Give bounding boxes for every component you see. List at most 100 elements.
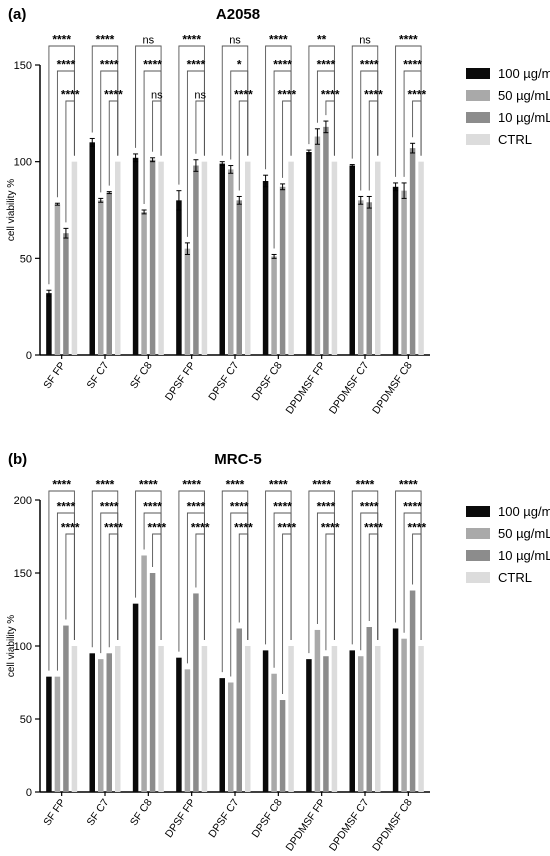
significance-bracket xyxy=(412,533,422,640)
legend-swatch xyxy=(466,572,490,583)
bar xyxy=(401,638,407,792)
x-tick-label: DPSF FP xyxy=(163,360,198,403)
x-tick-label: DPDMSF C8 xyxy=(370,797,415,854)
x-tick-label: DPDMSF FP xyxy=(283,360,328,417)
legend-swatch xyxy=(466,68,490,79)
significance-label: **** xyxy=(230,500,249,514)
bar xyxy=(132,157,139,355)
bar xyxy=(106,192,112,355)
legend-label: 50 µg/mL xyxy=(498,88,550,103)
bar xyxy=(141,211,147,355)
legend-label: CTRL xyxy=(498,570,532,585)
bar xyxy=(176,657,182,792)
significance-label: **** xyxy=(360,58,379,72)
significance-label: **** xyxy=(403,500,422,514)
bar xyxy=(201,646,208,792)
bar xyxy=(306,152,312,355)
significance-label: **** xyxy=(399,478,418,492)
significance-label: **** xyxy=(61,521,80,535)
legend-label: 10 µg/mL xyxy=(498,110,550,125)
significance-bracket xyxy=(48,490,75,671)
x-tick-label: DPSF C7 xyxy=(206,797,241,840)
bar xyxy=(279,700,286,792)
significance-label: **** xyxy=(61,88,80,102)
significance-label: **** xyxy=(269,478,288,492)
significance-bracket xyxy=(325,533,335,651)
bar xyxy=(98,659,104,792)
bar xyxy=(306,659,312,792)
legend-swatch xyxy=(466,134,490,145)
x-tick-label: DPDMSF C8 xyxy=(370,360,415,417)
significance-label: **** xyxy=(187,58,206,72)
significance-label: **** xyxy=(96,478,115,492)
significance-label: **** xyxy=(96,33,115,47)
bar xyxy=(63,233,69,355)
bar xyxy=(236,200,242,355)
significance-bracket xyxy=(368,100,379,191)
significance-label: **** xyxy=(312,478,331,492)
bar xyxy=(271,673,277,792)
significance-bracket xyxy=(108,533,119,648)
bar xyxy=(54,204,61,355)
bar xyxy=(149,159,156,355)
x-tick-label: SF FP xyxy=(41,360,68,391)
legend-label: 50 µg/mL xyxy=(498,526,550,541)
bar xyxy=(219,678,225,792)
bar xyxy=(418,161,424,355)
y-tick-label: 150 xyxy=(14,568,32,580)
bar xyxy=(54,676,61,792)
legend-swatch xyxy=(466,528,490,539)
bar xyxy=(245,646,251,792)
y-tick-label: 50 xyxy=(20,253,32,265)
bar xyxy=(314,136,321,355)
significance-label: **** xyxy=(57,58,76,72)
significance-label: **** xyxy=(269,33,288,47)
bar xyxy=(288,161,294,355)
significance-label: **** xyxy=(273,500,292,514)
significance-bracket xyxy=(48,45,75,285)
legend-label: 100 µg/mL xyxy=(498,66,550,81)
significance-label: **** xyxy=(100,500,119,514)
chart-title: A2058 xyxy=(215,6,261,23)
significance-label: **** xyxy=(317,500,336,514)
y-axis-label: cell viability % xyxy=(6,179,17,241)
significance-label: ns xyxy=(194,90,206,102)
significance-label: **** xyxy=(277,521,296,535)
significance-label: **** xyxy=(360,500,379,514)
bar xyxy=(132,603,139,792)
significance-bracket xyxy=(325,100,335,156)
bar xyxy=(366,627,372,792)
bar xyxy=(46,293,52,355)
bar xyxy=(409,148,416,355)
significance-bracket xyxy=(152,533,162,640)
significance-bracket xyxy=(238,533,249,640)
x-tick-label: SF C8 xyxy=(128,360,155,391)
bar xyxy=(184,669,191,792)
significance-bracket xyxy=(412,100,422,156)
x-tick-label: DPDMSF C7 xyxy=(327,797,372,854)
bar xyxy=(236,628,242,792)
x-tick-label: SF FP xyxy=(41,797,68,828)
significance-bracket xyxy=(308,490,335,654)
bar xyxy=(392,628,399,792)
bar xyxy=(375,646,381,792)
significance-bracket xyxy=(282,100,292,178)
x-tick-label: SF C7 xyxy=(85,360,112,391)
bar xyxy=(176,200,182,355)
significance-label: ns xyxy=(143,35,155,47)
y-axis-label: cell viability % xyxy=(6,615,17,677)
significance-label: **** xyxy=(143,500,162,514)
bar xyxy=(201,161,208,355)
chart-title: MRC-5 xyxy=(214,451,262,468)
bar xyxy=(331,646,338,792)
significance-bracket xyxy=(91,490,119,648)
bar xyxy=(141,555,147,792)
bar xyxy=(279,186,286,355)
significance-label: **** xyxy=(356,478,375,492)
bar xyxy=(228,169,234,355)
y-tick-label: 0 xyxy=(26,350,32,362)
significance-label: **** xyxy=(407,88,426,102)
significance-bracket xyxy=(152,100,162,156)
significance-bracket xyxy=(108,100,119,186)
significance-bracket xyxy=(178,490,205,652)
